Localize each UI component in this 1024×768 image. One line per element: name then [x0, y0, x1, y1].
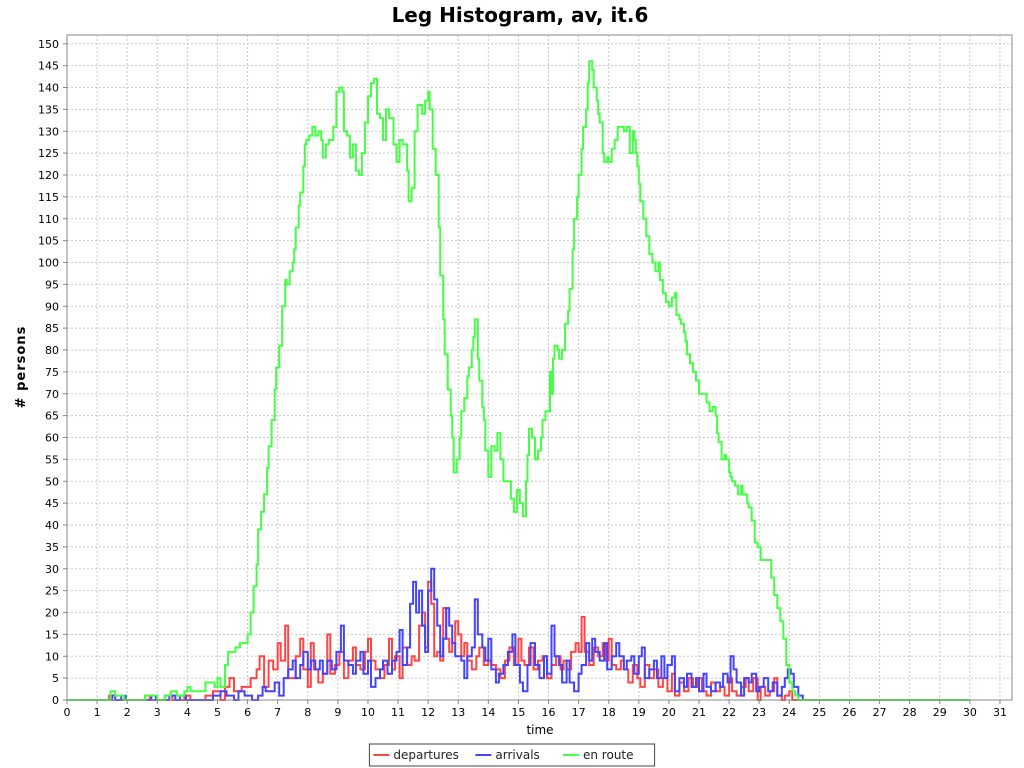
y-tick-label: 85 [45, 322, 59, 335]
y-tick-label: 135 [38, 103, 59, 116]
y-tick-label: 120 [38, 169, 59, 182]
x-tick-label: 5 [214, 706, 221, 719]
x-tick-label: 16 [542, 706, 556, 719]
series-line-arrivals [67, 567, 970, 701]
y-tick-label: 145 [38, 60, 59, 73]
x-tick-label: 1 [94, 706, 101, 719]
x-tick-label: 9 [334, 706, 341, 719]
plot-border [66, 34, 1013, 701]
x-tick-label: 8 [304, 706, 311, 719]
x-tick-label: 20 [662, 706, 676, 719]
y-tick-label: 35 [45, 541, 59, 554]
y-tick-label: 20 [45, 607, 59, 620]
y-tick-label: 45 [45, 497, 59, 510]
x-tick-label: 13 [451, 706, 465, 719]
legend-label: departures [393, 748, 459, 762]
y-tick-label: 60 [45, 432, 59, 445]
x-tick-label: 11 [391, 706, 405, 719]
x-tick-label: 24 [782, 706, 796, 719]
series-line-en-route [67, 60, 970, 701]
x-tick-label: 10 [361, 706, 375, 719]
y-tick-label: 15 [45, 628, 59, 641]
x-tick-label: 7 [274, 706, 281, 719]
x-axis-label: time [526, 723, 553, 737]
y-tick-label: 40 [45, 519, 59, 532]
y-tick-label: 90 [45, 300, 59, 313]
x-tick-label: 30 [963, 706, 977, 719]
x-tick-label: 19 [632, 706, 646, 719]
x-tick-label: 2 [124, 706, 131, 719]
y-tick-label: 55 [45, 453, 59, 466]
x-tick-label: 28 [903, 706, 917, 719]
y-tick-label: 30 [45, 563, 59, 576]
y-tick-label: 80 [45, 344, 59, 357]
x-tick-label: 26 [842, 706, 856, 719]
x-tick-label: 25 [812, 706, 826, 719]
y-tick-label: 110 [38, 213, 59, 226]
series-layer [67, 60, 970, 701]
legend: departures arrivals en route [368, 743, 656, 767]
y-tick-label: 5 [52, 672, 59, 685]
y-tick-label: 150 [38, 38, 59, 51]
x-axis: 0 1 2 3 4 5 6 7 8 9 10 11 12 13 14 15 16 17 18 19 20 21 22 23 24… [64, 700, 1007, 719]
y-tick-label: 125 [38, 147, 59, 160]
x-tick-label: 0 [64, 706, 71, 719]
y-tick-label: 95 [45, 278, 59, 291]
x-tick-label: 22 [722, 706, 736, 719]
x-tick-label: 3 [154, 706, 161, 719]
chart-title: Leg Histogram, av, it.6 [392, 3, 649, 27]
y-tick-label: 75 [45, 366, 59, 379]
x-tick-label: 12 [421, 706, 435, 719]
legend-label: arrivals [495, 748, 539, 762]
x-tick-label: 18 [602, 706, 616, 719]
y-tick-label: 70 [45, 388, 59, 401]
x-tick-label: 15 [511, 706, 525, 719]
x-tick-label: 31 [993, 706, 1007, 719]
y-tick-label: 65 [45, 410, 59, 423]
x-tick-label: 14 [481, 706, 495, 719]
y-tick-label: 105 [38, 235, 59, 248]
y-tick-label: 115 [38, 191, 59, 204]
plot-area [67, 35, 1012, 700]
y-axis-label: # persons [14, 326, 29, 409]
x-tick-label: 29 [933, 706, 947, 719]
legend-label: en route [583, 748, 634, 762]
y-tick-label: 100 [38, 257, 59, 270]
y-tick-label: 0 [52, 694, 59, 707]
x-tick-label: 6 [244, 706, 251, 719]
y-tick-label: 10 [45, 650, 59, 663]
y-tick-label: 140 [38, 82, 59, 95]
y-tick-label: 25 [45, 585, 59, 598]
legend-box [368, 743, 656, 767]
x-tick-label: 21 [692, 706, 706, 719]
x-tick-label: 17 [572, 706, 586, 719]
x-tick-label: 4 [184, 706, 191, 719]
y-axis: 0 5 10 15 20 25 30 35 40 45 50 55 60 65 70 75 80 85 90 95 10… [38, 38, 67, 707]
x-tick-label: 27 [873, 706, 887, 719]
x-tick-label: 23 [752, 706, 766, 719]
y-tick-label: 50 [45, 475, 59, 488]
y-tick-label: 130 [38, 125, 59, 138]
